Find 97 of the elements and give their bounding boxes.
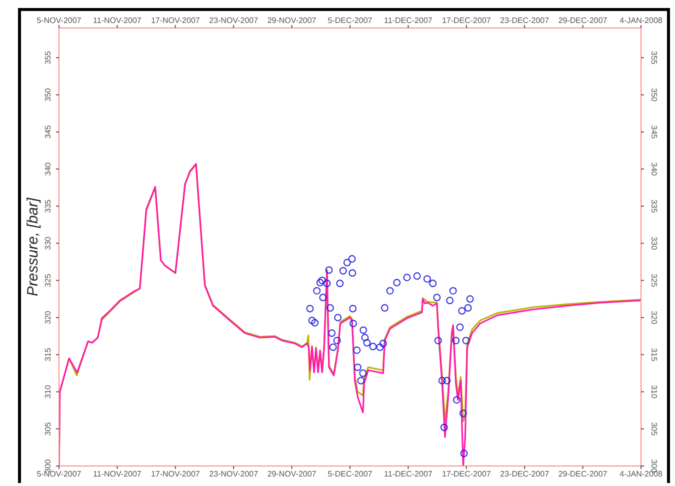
point [449, 287, 457, 294]
x-tick-label: 5-DEC-2007 [328, 16, 373, 25]
x2-tick-label: 5-DEC-2007 [328, 470, 373, 479]
point [434, 336, 442, 344]
point [403, 274, 411, 282]
y-tick-label: 305 [44, 422, 52, 436]
y-tick-label: 345 [44, 124, 52, 139]
x2-tick-label: 23-DEC-2007 [500, 470, 550, 479]
point [464, 304, 472, 312]
point [339, 267, 347, 274]
point [466, 295, 474, 303]
y-tick-label: 320 [44, 310, 52, 324]
point [353, 346, 361, 354]
x-tick-label: 23-DEC-2007 [500, 16, 550, 25]
point [328, 329, 336, 337]
y2-tick-label: 325 [650, 274, 658, 288]
point [453, 396, 460, 404]
point [386, 287, 394, 294]
point [349, 304, 357, 312]
point [446, 296, 454, 304]
point [376, 344, 384, 351]
point [423, 275, 431, 283]
point [443, 376, 451, 384]
point [326, 304, 334, 312]
point [360, 326, 368, 334]
x-tick-label: 5-NOV-2007 [36, 16, 82, 25]
y2-tick-label: 345 [650, 125, 658, 140]
y-tick-label: 350 [44, 88, 52, 102]
point [438, 376, 446, 384]
x2-tick-label: 29-NOV-2007 [267, 470, 317, 479]
y-tick-label: 315 [44, 347, 52, 362]
y2-tick-label: 320 [650, 310, 658, 325]
x-tick-label: 29-NOV-2007 [267, 16, 317, 25]
point [357, 376, 365, 384]
point [363, 339, 371, 346]
y-tick-label: 325 [44, 273, 52, 288]
point [323, 280, 331, 288]
x2-tick-label: 17-NOV-2007 [150, 470, 200, 479]
point [354, 364, 362, 371]
point [343, 258, 351, 266]
y2-tick-label: 315 [650, 348, 658, 362]
point [381, 304, 388, 312]
y-tick-label: 330 [44, 236, 52, 250]
x-tick-label: 17-DEC-2007 [442, 16, 492, 25]
point [316, 278, 324, 286]
point [429, 280, 437, 288]
x-tick-label: 17-NOV-2007 [150, 16, 200, 25]
point [452, 336, 460, 344]
point [319, 294, 327, 302]
y-tick-label: 310 [44, 384, 52, 398]
x2-tick-label: 29-DEC-2007 [558, 470, 608, 479]
y2-tick-label: 350 [650, 88, 658, 102]
point [334, 314, 342, 322]
x-tick-label: 23-NOV-2007 [209, 16, 259, 25]
point [313, 287, 321, 294]
y2-tick-label: 330 [650, 236, 658, 251]
point [433, 294, 441, 302]
x2-tick-label: 17-DEC-2007 [442, 470, 492, 479]
point [318, 276, 326, 284]
x2-tick-label: 11-NOV-2007 [93, 470, 142, 479]
point [456, 323, 464, 331]
point [325, 266, 333, 274]
point [379, 340, 387, 348]
point [348, 255, 356, 263]
y2-tick-label: 335 [650, 199, 658, 214]
x-tick-label: 11-DEC-2007 [384, 16, 433, 25]
y2-tick-label: 340 [650, 162, 658, 176]
point [348, 269, 356, 277]
point [359, 370, 367, 377]
y-axis-title: Pressure, [bar] [24, 196, 42, 296]
point [361, 334, 369, 342]
x-tick-label: 11-NOV-2007 [93, 16, 142, 25]
point [311, 319, 319, 326]
point [306, 304, 314, 312]
x2-tick-label: 11-DEC-2007 [384, 470, 433, 479]
y2-tick-label: 305 [650, 422, 658, 436]
y2-tick-label: 310 [650, 385, 658, 399]
point [393, 278, 401, 286]
point [308, 316, 316, 324]
y2-tick-label: 355 [650, 51, 658, 65]
y-tick-label: 340 [44, 162, 52, 176]
point [459, 410, 467, 417]
x-tick-label: 29-DEC-2007 [558, 16, 608, 25]
point [460, 450, 468, 458]
point [369, 342, 377, 350]
x2-tick-label: 23-NOV-2007 [209, 470, 259, 479]
point [440, 424, 448, 432]
y-tick-label: 355 [44, 50, 52, 64]
point [333, 336, 341, 344]
point [350, 320, 357, 328]
y-tick-label: 335 [44, 198, 52, 213]
point [329, 344, 337, 351]
x-tick-label: 4-JAN-2008 [620, 16, 663, 25]
point [336, 280, 344, 288]
point [458, 307, 466, 315]
point [462, 336, 470, 344]
point [413, 272, 421, 280]
